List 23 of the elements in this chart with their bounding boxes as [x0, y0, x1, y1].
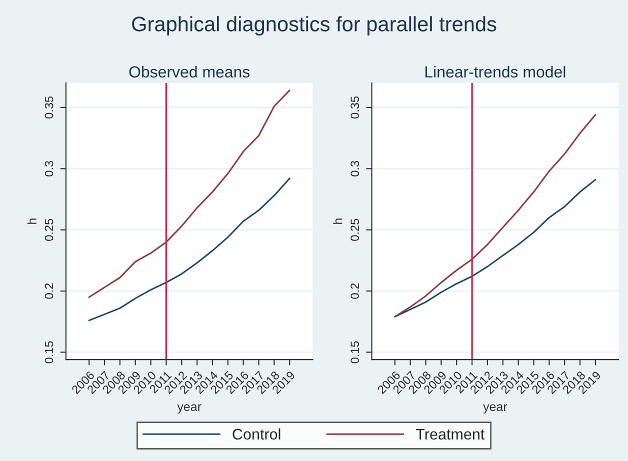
y-tick-label: 0.3	[44, 160, 54, 176]
y-axis-title: h	[27, 218, 36, 224]
y-tick-label: 0.25	[350, 218, 360, 241]
chart-subtitle: Observed means	[129, 66, 250, 78]
legend-label: Control	[232, 428, 280, 440]
x-axis-title: year	[483, 404, 508, 414]
y-tick-label: 0.35	[350, 96, 360, 118]
y-tick-label: 0.3	[350, 160, 360, 176]
line-series	[394, 114, 596, 318]
y-tick-label: 0.25	[44, 218, 54, 241]
y-axis-title: h	[333, 218, 342, 224]
legend-label: Treatment	[416, 428, 485, 440]
y-tick-label: 0.35	[44, 96, 54, 118]
line-series	[88, 90, 290, 298]
x-axis-title: year	[177, 404, 202, 414]
y-tick-label: 0.15	[44, 341, 54, 364]
y-tick-label: 0.15	[350, 341, 360, 364]
y-tick-label: 0.2	[44, 283, 54, 299]
line-series	[88, 178, 290, 322]
chart-title: Graphical diagnostics for parallel trends	[132, 16, 496, 36]
y-tick-label: 0.2	[350, 283, 360, 299]
line-series	[394, 178, 596, 318]
chart-subtitle: Linear-trends model	[425, 66, 566, 78]
